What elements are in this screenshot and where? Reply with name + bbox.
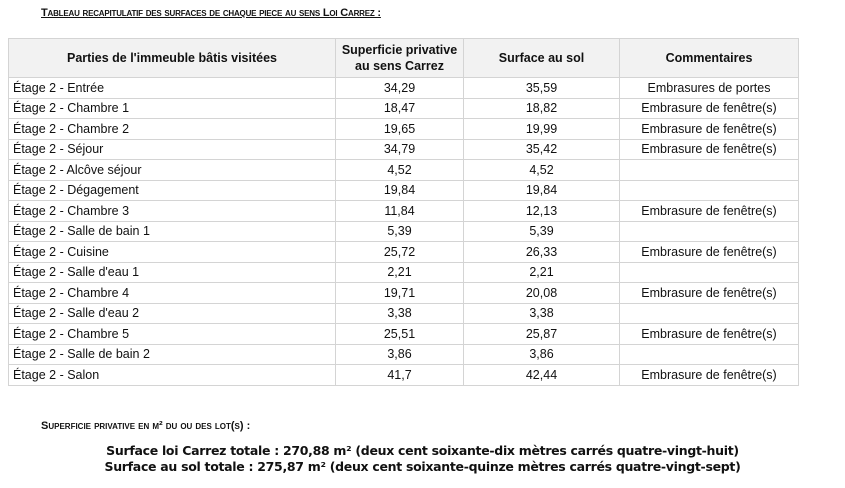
table-row: Étage 2 - Salle d'eau 2 3,38 3,38 — [8, 302, 799, 324]
cell-commentaire: Embrasure de fenêtre(s) — [619, 97, 799, 119]
cell-carrez: 41,7 — [335, 364, 464, 386]
cell-piece: Étage 2 - Entrée — [8, 77, 336, 99]
cell-sol: 2,21 — [463, 261, 620, 283]
cell-commentaire: Embrasure de fenêtre(s) — [619, 138, 799, 160]
table-row: Étage 2 - Entrée 34,29 35,59 Embrasures de … — [8, 77, 799, 99]
table-row: Étage 2 - Séjour 34,79 35,42 Embrasure de f… — [8, 138, 799, 160]
cell-piece: Étage 2 - Salle d'eau 2 — [8, 302, 336, 324]
cell-carrez: 3,38 — [335, 302, 464, 324]
cell-carrez: 18,47 — [335, 97, 464, 119]
cell-sol: 20,08 — [463, 282, 620, 304]
table-row: Étage 2 - Chambre 4 19,71 20,08 Embrasure d… — [8, 282, 799, 304]
cell-piece: Étage 2 - Chambre 2 — [8, 118, 336, 140]
cell-piece: Étage 2 - Chambre 5 — [8, 323, 336, 345]
cell-commentaire — [619, 261, 799, 283]
table-row: Étage 2 - Salle de bain 1 5,39 5,39 — [8, 220, 799, 242]
header-surface-sol: Surface au sol — [463, 38, 620, 78]
cell-commentaire: Embrasure de fenêtre(s) — [619, 323, 799, 345]
cell-commentaire — [619, 343, 799, 365]
cell-commentaire: Embrasures de portes — [619, 77, 799, 99]
cell-piece: Étage 2 - Salle de bain 2 — [8, 343, 336, 365]
total-carrez: Surface loi Carrez totale : 270,88 m² (d… — [106, 443, 739, 458]
cell-sol: 25,87 — [463, 323, 620, 345]
cell-carrez: 5,39 — [335, 220, 464, 242]
cell-commentaire: Embrasure de fenêtre(s) — [619, 364, 799, 386]
cell-carrez: 34,79 — [335, 138, 464, 160]
table-row: Étage 2 - Chambre 5 25,51 25,87 Embrasure d… — [8, 323, 799, 345]
table-row: Étage 2 - Chambre 2 19,65 19,99 Embrasure d… — [8, 118, 799, 140]
cell-sol: 3,86 — [463, 343, 620, 365]
cell-sol: 42,44 — [463, 364, 620, 386]
cell-commentaire — [619, 179, 799, 201]
cell-carrez: 11,84 — [335, 200, 464, 222]
summary-heading: Superficie privative en m² du ou des lot… — [41, 420, 251, 432]
cell-sol: 26,33 — [463, 241, 620, 263]
cell-piece: Étage 2 - Alcôve séjour — [8, 159, 336, 181]
cell-sol: 12,13 — [463, 200, 620, 222]
cell-piece: Étage 2 - Salle d'eau 1 — [8, 261, 336, 283]
table-row: Étage 2 - Dégagement 19,84 19,84 — [8, 179, 799, 201]
table-row: Étage 2 - Chambre 1 18,47 18,82 Embrasure d… — [8, 97, 799, 119]
table-row: Étage 2 - Chambre 3 11,84 12,13 Embrasure d… — [8, 200, 799, 222]
cell-commentaire: Embrasure de fenêtre(s) — [619, 282, 799, 304]
cell-piece: Étage 2 - Chambre 3 — [8, 200, 336, 222]
cell-piece: Étage 2 - Dégagement — [8, 179, 336, 201]
cell-sol: 5,39 — [463, 220, 620, 242]
cell-carrez: 34,29 — [335, 77, 464, 99]
cell-piece: Étage 2 - Cuisine — [8, 241, 336, 263]
cell-piece: Étage 2 - Chambre 1 — [8, 97, 336, 119]
cell-carrez: 4,52 — [335, 159, 464, 181]
cell-piece: Étage 2 - Salon — [8, 364, 336, 386]
table-row: Étage 2 - Salle d'eau 1 2,21 2,21 — [8, 261, 799, 283]
header-superficie-carrez: Superficie privative au sens Carrez — [335, 38, 464, 78]
cell-commentaire — [619, 302, 799, 324]
cell-commentaire: Embrasure de fenêtre(s) — [619, 118, 799, 140]
cell-sol: 35,59 — [463, 77, 620, 99]
table-row: Étage 2 - Salle de bain 2 3,86 3,86 — [8, 343, 799, 365]
cell-commentaire — [619, 159, 799, 181]
cell-sol: 19,99 — [463, 118, 620, 140]
document-title: Tableau recapitulatif des surfaces de ch… — [41, 7, 381, 19]
cell-sol: 18,82 — [463, 97, 620, 119]
cell-sol: 19,84 — [463, 179, 620, 201]
header-parties: Parties de l'immeuble bâtis visitées — [8, 38, 336, 78]
cell-carrez: 19,65 — [335, 118, 464, 140]
cell-carrez: 2,21 — [335, 261, 464, 283]
total-sol: Surface au sol totale : 275,87 m² (deux … — [104, 459, 741, 474]
cell-carrez: 19,71 — [335, 282, 464, 304]
cell-carrez: 25,72 — [335, 241, 464, 263]
cell-carrez: 3,86 — [335, 343, 464, 365]
cell-sol: 4,52 — [463, 159, 620, 181]
cell-piece: Étage 2 - Chambre 4 — [8, 282, 336, 304]
surfaces-table: Parties de l'immeuble bâtis visitées Sup… — [8, 38, 799, 386]
cell-commentaire: Embrasure de fenêtre(s) — [619, 241, 799, 263]
cell-commentaire — [619, 220, 799, 242]
table-row: Étage 2 - Salon 41,7 42,44 Embrasure de fen… — [8, 364, 799, 386]
table-row: Étage 2 - Cuisine 25,72 26,33 Embrasure de … — [8, 241, 799, 263]
cell-piece: Étage 2 - Salle de bain 1 — [8, 220, 336, 242]
table-row: Étage 2 - Alcôve séjour 4,52 4,52 — [8, 159, 799, 181]
cell-sol: 3,38 — [463, 302, 620, 324]
cell-piece: Étage 2 - Séjour — [8, 138, 336, 160]
header-commentaires: Commentaires — [619, 38, 799, 78]
cell-commentaire: Embrasure de fenêtre(s) — [619, 200, 799, 222]
cell-carrez: 19,84 — [335, 179, 464, 201]
cell-sol: 35,42 — [463, 138, 620, 160]
table-header-row: Parties de l'immeuble bâtis visitées Sup… — [8, 38, 799, 78]
cell-carrez: 25,51 — [335, 323, 464, 345]
